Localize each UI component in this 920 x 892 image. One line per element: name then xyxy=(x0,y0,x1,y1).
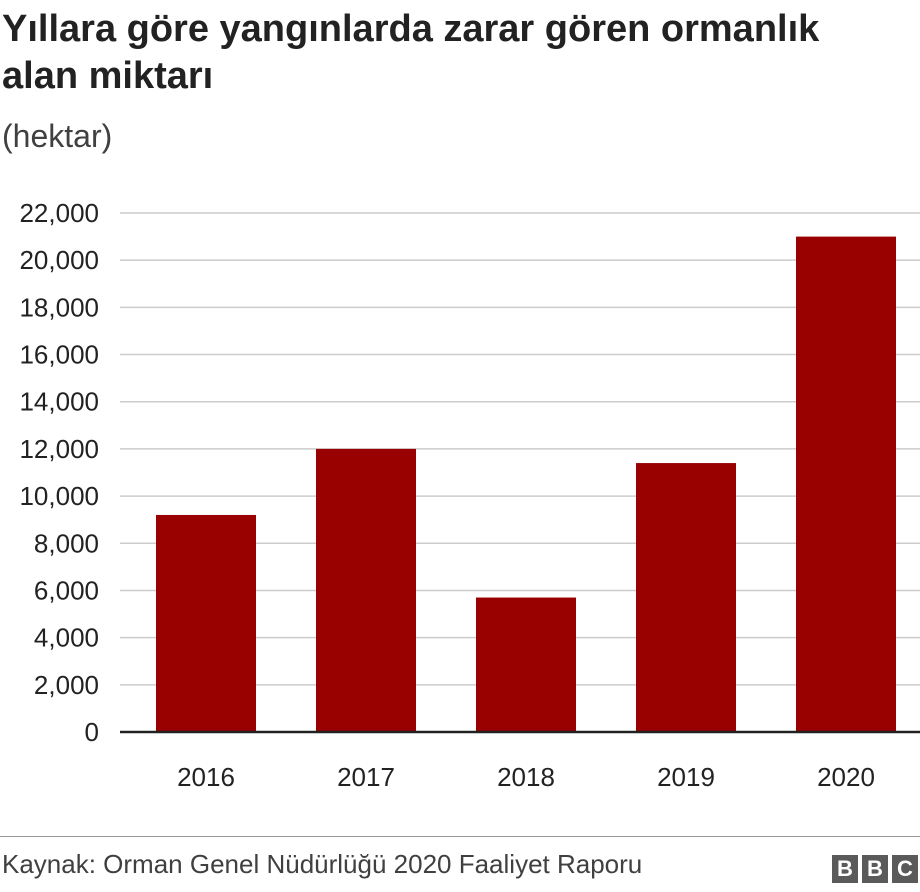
y-tick-label: 10,000 xyxy=(19,481,99,511)
bar-2019 xyxy=(636,463,736,732)
y-tick-label: 16,000 xyxy=(19,340,99,370)
bbc-logo: B B C xyxy=(832,855,918,883)
y-tick-label: 20,000 xyxy=(19,245,99,275)
x-tick-label: 2016 xyxy=(177,762,235,792)
y-tick-label: 2,000 xyxy=(34,670,99,700)
bar-2018 xyxy=(476,597,576,732)
x-tick-label: 2019 xyxy=(657,762,715,792)
bbc-logo-block: B xyxy=(862,855,888,883)
bbc-logo-block: C xyxy=(892,855,918,883)
bar-2016 xyxy=(156,514,256,732)
chart-subtitle: (hektar) xyxy=(2,118,113,154)
x-tick-label: 2017 xyxy=(337,762,395,792)
y-tick-label: 18,000 xyxy=(19,292,99,322)
x-tick-label: 2018 xyxy=(497,762,555,792)
y-tick-label: 0 xyxy=(85,717,99,747)
y-tick-label: 14,000 xyxy=(19,387,99,417)
bar-2017 xyxy=(316,448,416,732)
y-tick-label: 22,000 xyxy=(19,198,99,228)
bar-2020 xyxy=(796,236,896,732)
x-tick-label: 2020 xyxy=(817,762,875,792)
bbc-logo-block: B xyxy=(832,855,858,883)
bars xyxy=(156,236,896,732)
x-axis-ticks: 2016 2017 2018 2019 2020 xyxy=(177,762,875,792)
y-tick-label: 6,000 xyxy=(34,575,99,605)
footer-divider xyxy=(0,836,920,837)
source-note: Kaynak: Orman Genel Nüdürlüğü 2020 Faali… xyxy=(2,849,643,879)
bar-chart: 0 2,000 4,000 6,000 8,000 10,000 12,000 14,000 1… xyxy=(19,198,920,792)
y-tick-label: 12,000 xyxy=(19,434,99,464)
y-tick-label: 4,000 xyxy=(34,623,99,653)
y-axis-ticks: 0 2,000 4,000 6,000 8,000 10,000 12,000 14,000 1… xyxy=(19,198,99,747)
chart-title: Yıllara göre yangınlarda zarar gören orm… xyxy=(2,8,820,97)
y-tick-label: 8,000 xyxy=(34,528,99,558)
